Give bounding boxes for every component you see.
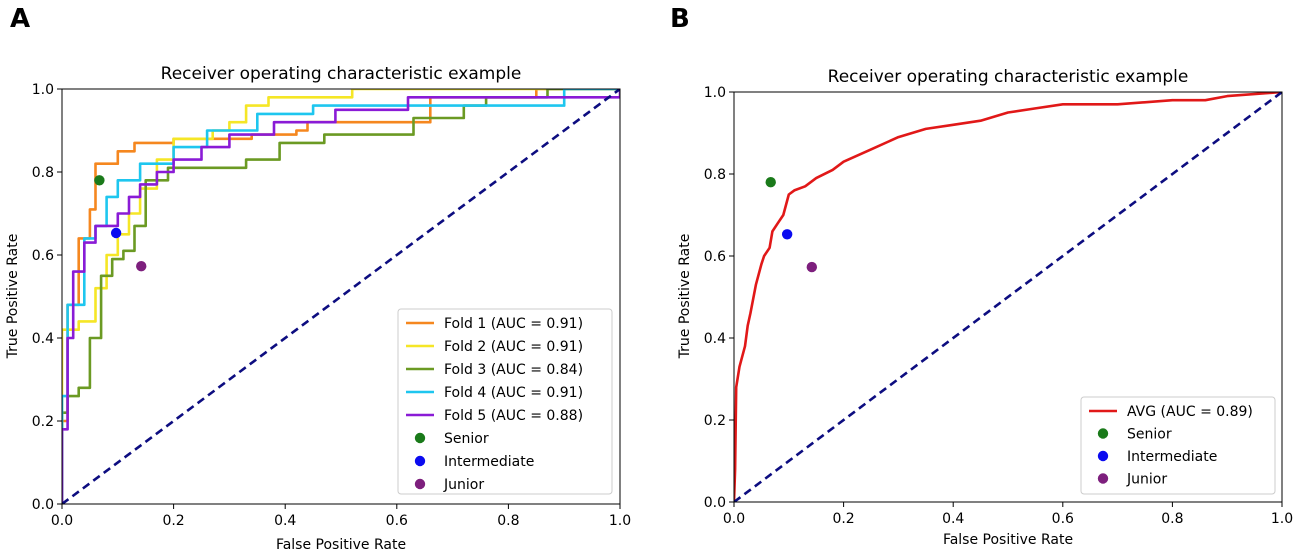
marker-point xyxy=(94,175,105,186)
marker-point xyxy=(136,261,147,272)
y-tick-label: 0.4 xyxy=(704,331,726,347)
chart-title: Receiver operating characteristic exampl… xyxy=(161,64,522,84)
legend-label: Fold 5 (AUC = 0.88) xyxy=(444,408,583,424)
legend: AVG (AUC = 0.89) Senior Intermediate Junior xyxy=(1080,396,1276,495)
marker-point xyxy=(781,229,793,240)
x-tick-label: 0.8 xyxy=(497,513,519,529)
plot-area: 0.0 0.2 0.4 0.6 0.8 1.0 0.0 0.2 0.4 0.6 0.8 1.0 xyxy=(32,82,631,529)
legend: Fold 1 (AUC = 0.91) Fold 2 (AUC = 0.91) Fo… xyxy=(397,308,613,495)
y-tick-label: 1.0 xyxy=(704,85,726,101)
roc-curve xyxy=(62,89,620,504)
legend-label: Senior xyxy=(1127,427,1172,443)
marker-point xyxy=(765,177,776,188)
x-tick-label: 0.8 xyxy=(1161,511,1183,527)
plot-inner xyxy=(62,89,620,504)
x-tick-label: 0.0 xyxy=(51,513,73,529)
y-tick-label: 0.8 xyxy=(704,167,726,183)
legend-label: Senior xyxy=(444,431,489,447)
legend-marker-swatch xyxy=(414,478,426,490)
y-axis-label: True Positive Rate xyxy=(677,234,693,360)
reference-line xyxy=(62,89,620,504)
x-tick-label: 0.4 xyxy=(942,511,964,527)
legend-marker-swatch xyxy=(414,455,426,467)
y-tick-label: 0.6 xyxy=(32,248,54,264)
legend-marker-swatch xyxy=(1097,473,1109,484)
legend-label: Junior xyxy=(1126,472,1167,488)
y-tick-label: 0.0 xyxy=(704,495,726,511)
legend-label: Intermediate xyxy=(444,454,534,470)
roc-curve xyxy=(62,89,620,504)
legend-marker-swatch xyxy=(414,432,426,444)
axes-frame xyxy=(733,91,1283,503)
y-tick-label: 0.2 xyxy=(32,414,54,430)
chart-title: Receiver operating characteristic exampl… xyxy=(828,67,1189,87)
roc-curve xyxy=(62,89,620,504)
marker-point xyxy=(110,227,122,239)
x-tick-label: 0.6 xyxy=(386,513,408,529)
x-tick-label: 0.0 xyxy=(723,511,745,527)
y-axis-label: True Positive Rate xyxy=(5,234,21,360)
x-axis-label: False Positive Rate xyxy=(943,532,1073,548)
legend-marker-swatch xyxy=(1097,450,1109,462)
x-tick-label: 0.4 xyxy=(274,513,296,529)
legend-label: Fold 2 (AUC = 0.91) xyxy=(444,339,583,355)
reference-line xyxy=(734,92,1282,502)
y-tick-label: 0.6 xyxy=(704,249,726,265)
panel-letter: B xyxy=(670,4,690,34)
legend-label: Junior xyxy=(443,477,484,493)
x-tick-label: 0.6 xyxy=(1052,511,1074,527)
legend-label: Intermediate xyxy=(1127,449,1217,465)
roc-curve xyxy=(62,89,620,504)
x-tick-label: 1.0 xyxy=(609,513,631,529)
marker-point xyxy=(806,261,818,273)
legend-label: Fold 3 (AUC = 0.84) xyxy=(444,362,583,378)
panel-b: B Receiver operating characteristic exam… xyxy=(670,4,1293,548)
legend-marker-swatch xyxy=(1097,428,1109,439)
panel-a: A Receiver operating characteristic exam… xyxy=(5,4,631,553)
x-tick-label: 0.2 xyxy=(162,513,184,529)
legend-label: Fold 1 (AUC = 0.91) xyxy=(444,316,583,332)
y-tick-label: 0.4 xyxy=(32,331,54,347)
y-tick-label: 0.0 xyxy=(32,497,54,513)
legend-box xyxy=(397,308,613,495)
panel-letter: A xyxy=(10,4,30,34)
roc-curve xyxy=(734,92,1282,502)
legend-box xyxy=(1080,396,1276,495)
plot-area: 0.0 0.2 0.4 0.6 0.8 1.0 0.0 0.2 0.4 0.6 0.8 1.0 xyxy=(704,85,1293,527)
y-tick-label: 0.8 xyxy=(32,165,54,181)
y-tick-label: 1.0 xyxy=(32,82,54,98)
x-tick-label: 1.0 xyxy=(1271,511,1293,527)
x-tick-label: 0.2 xyxy=(832,511,854,527)
plot-inner xyxy=(734,92,1282,502)
axes-frame xyxy=(61,88,621,505)
legend-label: Fold 4 (AUC = 0.91) xyxy=(444,385,583,401)
y-tick-label: 0.2 xyxy=(704,413,726,429)
x-axis-label: False Positive Rate xyxy=(276,537,406,553)
roc-curve xyxy=(62,89,620,504)
legend-label: AVG (AUC = 0.89) xyxy=(1127,404,1253,420)
